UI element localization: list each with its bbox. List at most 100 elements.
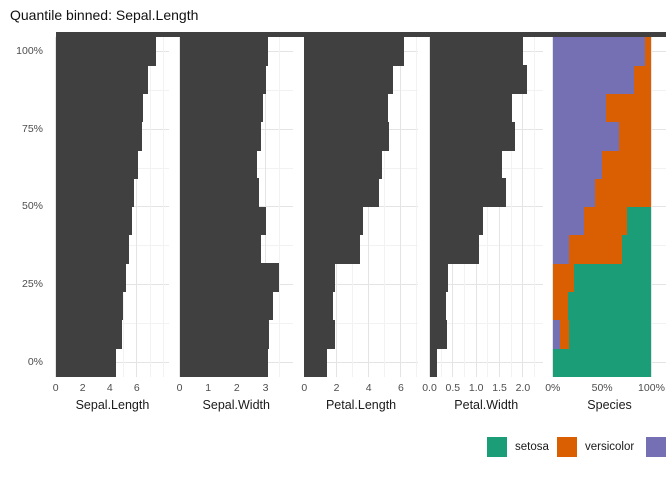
x-tick-label: 0 — [301, 382, 308, 394]
species-bar-segment-versicolor — [559, 319, 569, 349]
x-tick-label: 100% — [638, 382, 665, 394]
species-bar-segment-virginica — [552, 178, 596, 208]
x-tick-label: 0.0 — [422, 382, 437, 394]
x-axis-title: Sepal.Length — [75, 398, 150, 412]
legend-item-virginica-clipped — [646, 437, 672, 475]
legend-swatch-virginica — [646, 437, 666, 457]
species-bar-segment-virginica — [552, 150, 603, 179]
x-tick-label: 50% — [591, 382, 613, 394]
x-tick-label: 4 — [365, 382, 372, 394]
gridline-minor-horizontal — [304, 245, 418, 247]
quantile-bar — [429, 121, 515, 151]
quantile-bar — [429, 65, 528, 94]
x-tick-label: 1.0 — [468, 382, 484, 394]
quantile-bar — [304, 65, 394, 94]
quantile-bar — [55, 291, 124, 321]
quantile-bar — [304, 37, 405, 66]
quantile-bar — [304, 206, 364, 236]
quantile-bar — [304, 121, 389, 151]
quantile-bar — [55, 93, 144, 123]
quantile-bar — [179, 263, 280, 293]
y-tick-label: 0% — [27, 355, 43, 368]
gridline-major-horizontal — [429, 284, 543, 286]
y-tick-label: 100% — [16, 45, 43, 58]
gridline-minor-vertical — [384, 37, 386, 377]
quantile-bar — [179, 319, 269, 349]
species-bar-segment-versicolor — [595, 178, 652, 208]
gridline-major-horizontal — [304, 361, 418, 363]
quantile-bar — [304, 348, 328, 377]
gridline-minor-vertical — [534, 37, 536, 377]
gridline-major-horizontal — [429, 361, 543, 363]
quantile-bar — [55, 263, 126, 293]
legend-swatch-setosa — [487, 437, 507, 457]
quantile-bar — [304, 150, 382, 179]
gridline-major-vertical — [522, 37, 524, 377]
x-tick-label: 0 — [52, 382, 59, 394]
x-axis-title: Species — [587, 398, 632, 412]
quantile-bar — [179, 348, 269, 377]
gridline-major-vertical — [650, 37, 652, 377]
quantile-bar — [179, 150, 258, 179]
x-tick-label: 4 — [106, 382, 113, 394]
x-tick-label: 6 — [397, 382, 404, 394]
legend-swatch-versicolor — [557, 437, 577, 457]
species-bar-segment-setosa — [621, 235, 652, 264]
gridline-minor-vertical — [279, 37, 281, 377]
species-bar-segment-versicolor — [644, 37, 652, 66]
x-tick-label: 2 — [233, 382, 240, 394]
gridline-major-vertical — [400, 37, 402, 377]
legend-label-versicolor: versicolor — [585, 441, 635, 453]
quantile-bar — [429, 319, 448, 349]
gridline-minor-vertical — [149, 37, 151, 377]
panel-top-edge — [55, 31, 667, 37]
gridline-minor-horizontal — [429, 322, 543, 324]
quantile-bar — [429, 206, 483, 236]
quantile-bar — [304, 178, 380, 208]
species-bar-segment-setosa — [552, 348, 652, 377]
quantile-bar — [429, 93, 513, 123]
quantile-bar — [179, 235, 262, 264]
quantile-bar — [304, 93, 388, 123]
species-bar-segment-setosa — [567, 291, 652, 321]
gridline-minor-vertical — [416, 37, 418, 377]
x-tick-label: 0% — [545, 382, 561, 394]
quantile-bar — [429, 348, 438, 377]
x-axis-title: Sepal.Width — [202, 398, 270, 412]
species-bar-segment-versicolor — [552, 263, 574, 293]
species-bar-segment-virginica — [552, 65, 634, 94]
x-tick-label: 0 — [176, 382, 183, 394]
quantile-bar — [179, 291, 273, 321]
quantile-bar — [55, 37, 157, 66]
x-tick-label: 2.0 — [515, 382, 531, 394]
species-bar-segment-virginica — [552, 93, 607, 123]
quantile-bar — [55, 319, 122, 349]
x-axis-title: Petal.Length — [325, 398, 397, 412]
gridline-minor-horizontal — [429, 245, 543, 247]
legend-item-versicolor: versicolor — [557, 437, 634, 457]
species-bar-segment-setosa — [573, 263, 652, 293]
species-bar-segment-versicolor — [552, 291, 568, 321]
quantile-bar — [304, 291, 333, 321]
quantile-bar — [55, 65, 149, 94]
gridline-minor-vertical — [510, 37, 512, 377]
x-tick-label: 3 — [262, 382, 269, 394]
quantile-bar — [179, 93, 264, 123]
y-tick-label: 75% — [21, 122, 43, 135]
quantile-bar — [55, 121, 142, 151]
quantile-bar — [429, 150, 503, 179]
gridline-major-vertical — [136, 37, 138, 377]
species-bar-segment-virginica — [552, 235, 569, 264]
legend-item-setosa: setosa — [487, 437, 549, 457]
x-axis-title: Petal.Width — [454, 398, 519, 412]
quantile-bar — [429, 263, 448, 293]
gridline-major-horizontal — [304, 284, 418, 286]
species-bar-segment-setosa — [626, 206, 652, 236]
quantile-bar — [55, 235, 130, 264]
quantile-bar — [179, 37, 268, 66]
x-tick-label: 6 — [133, 382, 140, 394]
x-tick-label: 2 — [333, 382, 340, 394]
gridline-minor-horizontal — [304, 322, 418, 324]
quantile-bar — [55, 178, 135, 208]
